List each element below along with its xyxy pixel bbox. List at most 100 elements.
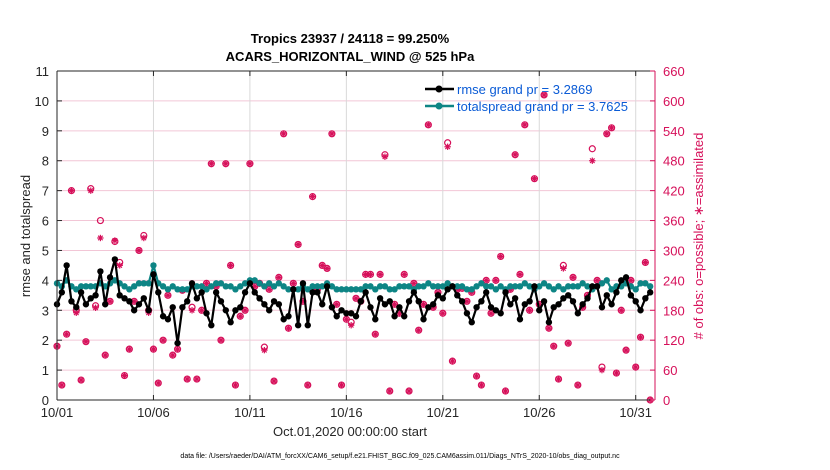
axes — [56, 70, 656, 401]
point-rmse — [208, 322, 215, 329]
y2-tick-label: 480 — [663, 154, 685, 169]
point-totalspread — [507, 283, 514, 290]
point-rmse — [188, 280, 196, 287]
obs-assimilated-marker — [106, 298, 114, 305]
legend-spread-label: totalspread grand pr = 3.7625 — [457, 99, 628, 114]
point-rmse — [338, 307, 345, 314]
point-rmse — [405, 298, 413, 305]
point-totalspread — [487, 283, 495, 290]
y-tick-label: 7 — [42, 184, 49, 199]
point-rmse — [618, 277, 625, 284]
point-rmse — [637, 307, 644, 314]
y2-tick-label: 540 — [663, 124, 685, 139]
obs-assimilated-marker — [564, 339, 572, 347]
obs-assimilated-marker — [589, 157, 596, 164]
point-rmse — [145, 307, 152, 314]
obs-assimilated-marker — [415, 327, 422, 334]
point-totalspread — [193, 283, 201, 290]
point-totalspread — [381, 283, 389, 290]
point-rmse — [444, 286, 451, 293]
point-totalspread — [516, 283, 524, 290]
point-rmse — [285, 313, 292, 320]
point-rmse — [468, 319, 475, 326]
point-totalspread — [232, 286, 239, 293]
point-totalspread — [304, 286, 311, 293]
point-rmse — [598, 304, 606, 311]
point-totalspread — [603, 277, 610, 284]
obs-assimilated-marker — [155, 379, 162, 387]
obs-assimilated-marker — [208, 160, 215, 167]
point-rmse — [410, 289, 418, 296]
point-totalspread — [579, 280, 586, 287]
y-tick-label: 10 — [35, 94, 49, 109]
point-totalspread — [434, 283, 442, 290]
point-totalspread — [145, 280, 152, 287]
obs-assimilated-marker — [439, 310, 447, 317]
point-totalspread — [121, 283, 128, 290]
obs-assimilated-marker — [237, 313, 244, 320]
obs-assimilated-marker — [555, 375, 562, 383]
obs-assimilated-marker — [449, 357, 456, 365]
point-rmse — [439, 295, 447, 302]
point-rmse — [593, 283, 601, 290]
point-totalspread — [458, 283, 466, 290]
point-rmse — [290, 286, 297, 293]
obs-assimilated-marker — [63, 331, 70, 338]
point-totalspread — [598, 280, 606, 287]
point-rmse — [487, 304, 495, 311]
x-tick-label: 10/11 — [234, 405, 266, 420]
point-totalspread — [439, 283, 447, 290]
point-rmse — [155, 289, 162, 296]
point-totalspread — [492, 286, 500, 293]
obs-assimilated-marker — [347, 322, 355, 329]
x-axis-label: Oct.01,2020 00:00:00 start — [273, 424, 427, 439]
obs-assimilated-marker — [227, 262, 234, 269]
point-rmse — [367, 304, 374, 311]
obs-assimilated-marker — [184, 375, 191, 383]
obs-assimilated-marker — [328, 130, 336, 138]
point-rmse — [97, 268, 104, 275]
obs-assimilated-marker — [560, 265, 567, 272]
obs-assimilated-marker — [632, 363, 639, 371]
point-rmse — [381, 301, 389, 308]
obs-assimilated-marker — [343, 316, 350, 323]
point-totalspread — [261, 283, 268, 290]
point-totalspread — [319, 283, 326, 290]
obs-assimilated-marker — [386, 387, 393, 395]
point-rmse — [179, 304, 186, 311]
obs-assimilated-marker — [102, 351, 109, 359]
point-rmse — [246, 280, 254, 287]
point-rmse — [299, 280, 307, 287]
point-rmse — [362, 289, 369, 296]
obs-assimilated-marker — [270, 377, 278, 385]
point-totalspread — [560, 286, 567, 293]
point-totalspread — [401, 283, 408, 290]
y-axis-label: rmse and totalspread — [18, 175, 33, 297]
point-rmse — [116, 292, 123, 299]
point-totalspread — [454, 283, 461, 290]
series-line-rmse — [55, 258, 652, 345]
obs-assimilated-marker — [598, 366, 606, 374]
point-totalspread — [550, 286, 557, 293]
obs-assimilated-marker — [478, 381, 485, 389]
point-totalspread — [203, 286, 210, 293]
point-totalspread — [82, 283, 90, 290]
obs-assimilated-marker — [198, 307, 205, 314]
point-rmse — [92, 292, 99, 299]
obs-assimilated-marker — [126, 345, 133, 353]
point-rmse — [217, 298, 225, 305]
point-totalspread — [208, 283, 215, 290]
point-totalspread — [184, 286, 191, 293]
point-totalspread — [526, 283, 533, 290]
point-rmse — [237, 304, 244, 311]
point-rmse — [449, 283, 456, 290]
point-totalspread — [135, 280, 143, 287]
y2-tick-label: 0 — [663, 393, 670, 408]
point-rmse — [473, 304, 480, 311]
x-tick-labels: 10/01 10/06 10/11 10/16 10/21 10/26 10/31 — [41, 405, 652, 420]
point-totalspread — [126, 286, 133, 293]
point-totalspread — [642, 280, 649, 287]
obs-assimilated-marker — [391, 301, 398, 308]
point-totalspread — [347, 286, 355, 293]
point-rmse — [256, 295, 263, 302]
